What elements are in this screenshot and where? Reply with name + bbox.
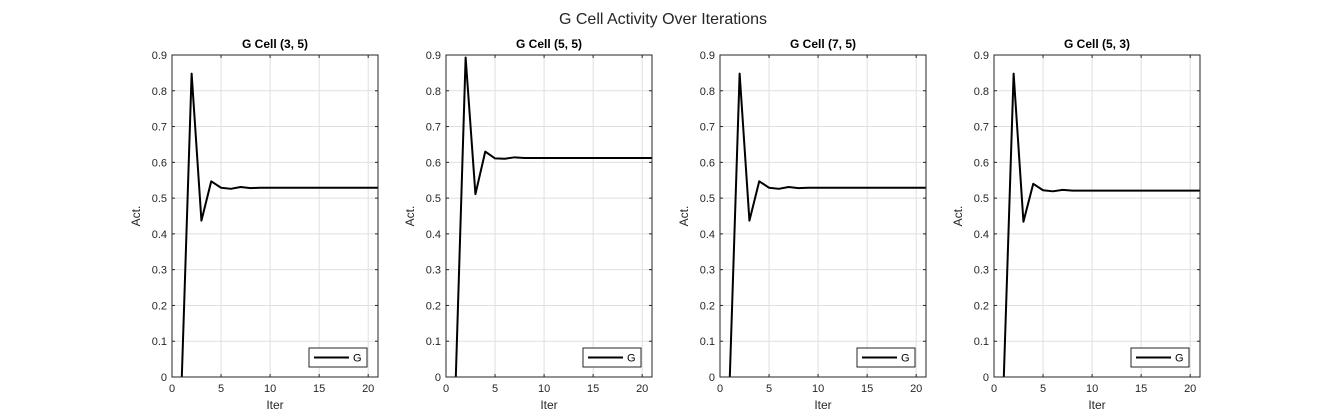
y-tick-label: 0.6 xyxy=(700,157,715,169)
subplot-title: G Cell (7, 5) xyxy=(790,37,856,51)
y-tick-label: 0.8 xyxy=(152,86,167,98)
subplot-1: 0 5 10 15 20 0 0.1 0.2 0.3 0.4 0.5 0.6 0.7 0.8 0.9 G Ce… xyxy=(129,37,379,412)
x-tick-label: 10 xyxy=(538,383,550,395)
legend-label: G xyxy=(901,353,910,365)
plot-area xyxy=(172,55,378,377)
y-tick-label: 0.9 xyxy=(426,50,441,62)
y-tick-label: 0.6 xyxy=(974,157,989,169)
legend-label: G xyxy=(627,353,636,365)
legend-label: G xyxy=(1175,353,1184,365)
y-tick-label: 0.1 xyxy=(700,336,715,348)
series-line-G xyxy=(728,72,926,378)
legend: G xyxy=(308,347,368,368)
axes-box xyxy=(445,54,653,378)
y-tick-label: 0.5 xyxy=(974,193,989,205)
y-tick-label: 0 xyxy=(709,372,715,384)
x-tick-label: 20 xyxy=(636,383,648,395)
x-tick-label: 5 xyxy=(218,383,224,395)
y-tick-label: 0.2 xyxy=(700,300,715,312)
y-tick-label: 0 xyxy=(161,372,167,384)
x-tick-label: 5 xyxy=(766,383,772,395)
series-line-G xyxy=(1002,72,1200,378)
y-tick-label: 0.3 xyxy=(152,265,167,277)
y-tick-label: 0.5 xyxy=(700,193,715,205)
y-tick-label: 0.7 xyxy=(426,122,441,134)
y-tick-label: 0.3 xyxy=(426,265,441,277)
y-tick-label: 0.5 xyxy=(426,193,441,205)
x-tick-label: 15 xyxy=(861,383,873,395)
y-axis-label: Act. xyxy=(403,206,417,227)
y-tick-label: 0.7 xyxy=(974,122,989,134)
x-tick-label: 0 xyxy=(717,383,723,395)
subplot-title: G Cell (5, 3) xyxy=(1064,37,1130,51)
subplot-panels: 0 5 10 15 20 0 0.1 0.2 0.3 0.4 0.5 0.6 0.7 0.8 0.9 G Ce… xyxy=(129,37,1201,412)
x-axis-label: Iter xyxy=(540,398,557,412)
series-line-G xyxy=(180,72,378,378)
x-tick-label: 15 xyxy=(587,383,599,395)
plot-area xyxy=(446,55,652,377)
y-tick-label: 0.5 xyxy=(152,193,167,205)
subplot-3: 0 5 10 15 20 0 0.1 0.2 0.3 0.4 0.5 0.6 0.7 0.8 0.9 G Ce… xyxy=(677,37,927,412)
y-axis-label: Act. xyxy=(129,206,143,227)
axes-box xyxy=(719,54,927,378)
x-axis-label: Iter xyxy=(266,398,283,412)
y-tick-label: 0.8 xyxy=(426,86,441,98)
y-tick-label: 0.2 xyxy=(152,300,167,312)
x-tick-label: 15 xyxy=(1135,383,1147,395)
y-tick-label: 0.3 xyxy=(974,265,989,277)
subplot-2: 0 5 10 15 20 0 0.1 0.2 0.3 0.4 0.5 0.6 0.7 0.8 0.9 G Ce… xyxy=(403,37,653,412)
y-tick-label: 0.4 xyxy=(974,229,989,241)
legend: G xyxy=(582,347,642,368)
x-tick-label: 15 xyxy=(313,383,325,395)
y-tick-label: 0 xyxy=(435,372,441,384)
series-line-G xyxy=(454,56,652,378)
y-tick-label: 0 xyxy=(983,372,989,384)
plot-area xyxy=(720,55,926,377)
y-tick-label: 0.4 xyxy=(152,229,167,241)
y-tick-label: 0.2 xyxy=(426,300,441,312)
x-tick-label: 10 xyxy=(264,383,276,395)
y-tick-label: 0.4 xyxy=(700,229,715,241)
y-tick-label: 0.8 xyxy=(700,86,715,98)
x-tick-label: 20 xyxy=(1184,383,1196,395)
y-tick-label: 0.4 xyxy=(426,229,441,241)
plot-area xyxy=(994,55,1200,377)
subplot-title: G Cell (3, 5) xyxy=(242,37,308,51)
subplot-title: G Cell (5, 5) xyxy=(516,37,582,51)
x-axis-label: Iter xyxy=(1088,398,1105,412)
y-tick-label: 0.3 xyxy=(700,265,715,277)
axes-box xyxy=(171,54,379,378)
y-axis-label: Act. xyxy=(951,206,965,227)
y-tick-label: 0.6 xyxy=(152,157,167,169)
y-axis-label: Act. xyxy=(677,206,691,227)
x-axis-label: Iter xyxy=(814,398,831,412)
figure-title: G Cell Activity Over Iterations xyxy=(559,11,767,28)
y-tick-label: 0.1 xyxy=(974,336,989,348)
legend: G xyxy=(856,347,916,368)
x-tick-label: 0 xyxy=(169,383,175,395)
x-tick-label: 20 xyxy=(910,383,922,395)
y-tick-label: 0.7 xyxy=(700,122,715,134)
y-tick-label: 0.2 xyxy=(974,300,989,312)
x-tick-label: 0 xyxy=(443,383,449,395)
x-tick-label: 20 xyxy=(362,383,374,395)
x-tick-label: 10 xyxy=(1086,383,1098,395)
y-tick-label: 0.6 xyxy=(426,157,441,169)
legend: G xyxy=(1130,347,1190,368)
subplot-4: 0 5 10 15 20 0 0.1 0.2 0.3 0.4 0.5 0.6 0.7 0.8 0.9 G Ce… xyxy=(951,37,1201,412)
axes-box xyxy=(993,54,1201,378)
x-tick-label: 0 xyxy=(991,383,997,395)
y-tick-label: 0.1 xyxy=(426,336,441,348)
x-tick-label: 5 xyxy=(492,383,498,395)
y-tick-label: 0.9 xyxy=(152,50,167,62)
legend-label: G xyxy=(353,353,362,365)
y-tick-label: 0.7 xyxy=(152,122,167,134)
x-tick-label: 10 xyxy=(812,383,824,395)
y-tick-label: 0.1 xyxy=(152,336,167,348)
y-tick-label: 0.9 xyxy=(700,50,715,62)
y-tick-label: 0.9 xyxy=(974,50,989,62)
x-tick-label: 5 xyxy=(1040,383,1046,395)
y-tick-label: 0.8 xyxy=(974,86,989,98)
